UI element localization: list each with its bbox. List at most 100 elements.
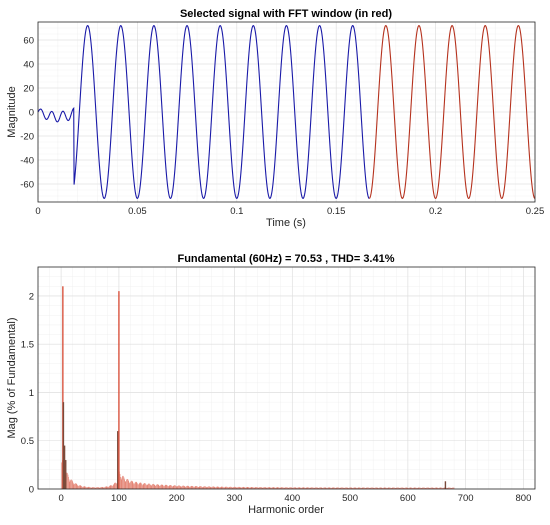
harmonic-bar <box>245 487 246 489</box>
harmonic-bar <box>196 486 198 489</box>
harmonic-bar <box>337 487 338 489</box>
harmonic-bar <box>352 487 354 489</box>
harmonic-bar <box>237 487 239 489</box>
harmonic-bar <box>189 486 190 489</box>
harmonic-bar <box>415 487 417 489</box>
harmonic-bar <box>346 487 348 489</box>
harmonic-bar <box>414 487 416 489</box>
harmonic-bar <box>275 487 277 489</box>
harmonic-bar <box>341 487 343 489</box>
bottom-x-tick-label: 600 <box>400 493 416 504</box>
harmonic-bar <box>355 487 357 489</box>
harmonic-bar <box>125 481 126 489</box>
harmonic-bar <box>415 487 416 489</box>
harmonic-bar <box>142 485 143 489</box>
harmonic-bar <box>398 487 400 489</box>
harmonic-bar <box>396 487 397 489</box>
harmonic-bar <box>292 487 294 489</box>
harmonic-bar <box>190 486 191 489</box>
harmonic-bar <box>61 462 62 489</box>
top-y-tick-label: -60 <box>20 180 34 191</box>
harmonic-bar <box>367 487 368 489</box>
harmonic-bar <box>215 487 216 489</box>
harmonic-bar <box>197 486 198 489</box>
harmonic-bar <box>440 487 442 489</box>
harmonic-bar <box>252 487 254 489</box>
harmonic-bar <box>313 487 314 489</box>
harmonic-bar <box>298 487 299 489</box>
harmonic-bar <box>104 486 106 489</box>
harmonic-bar <box>272 487 274 489</box>
harmonic-bar <box>435 487 436 489</box>
harmonic-bar <box>439 487 441 489</box>
harmonic-bar <box>140 482 141 489</box>
harmonic-bar <box>125 481 127 489</box>
top-y-tick-label: -40 <box>20 156 34 167</box>
harmonic-bar <box>232 487 234 489</box>
harmonic-bar <box>244 487 246 489</box>
harmonic-bar <box>120 479 122 489</box>
harmonic-bar <box>268 487 270 489</box>
harmonic-bar <box>229 487 230 489</box>
harmonic-bar <box>101 486 103 489</box>
harmonic-bar <box>449 487 450 489</box>
harmonic-bar <box>425 488 427 489</box>
harmonic-bar <box>396 487 398 489</box>
harmonic-bar <box>370 487 371 489</box>
harmonic-bar <box>364 487 366 489</box>
harmonic-bar <box>446 487 447 489</box>
harmonic-bar <box>348 487 350 489</box>
harmonic-bar <box>191 485 192 489</box>
harmonic-bar <box>139 482 140 489</box>
harmonic-bar <box>100 487 102 489</box>
harmonic-bar <box>401 487 403 489</box>
bottom-x-tick-label: 700 <box>458 493 474 504</box>
harmonic-bar <box>90 487 91 489</box>
harmonic-bar <box>340 487 342 489</box>
harmonic-bar <box>133 484 135 489</box>
signal-series-line <box>37 24 370 200</box>
harmonic-bar <box>235 487 236 489</box>
harmonic-bar <box>325 487 327 489</box>
harmonic-bar <box>231 487 233 489</box>
harmonic-bar <box>360 487 362 489</box>
harmonic-bar <box>338 487 340 489</box>
harmonic-bar <box>79 485 81 489</box>
harmonic-bar <box>134 482 136 489</box>
harmonic-bar <box>377 487 379 489</box>
harmonic-bar <box>146 485 148 489</box>
harmonic-bar <box>348 488 349 489</box>
harmonic-bar <box>109 485 111 489</box>
harmonic-bar <box>102 487 103 489</box>
harmonic-bar <box>403 487 405 489</box>
harmonic-bar <box>97 487 98 489</box>
harmonic-bar <box>166 485 168 489</box>
harmonic-bar <box>301 487 303 489</box>
harmonic-bar <box>128 480 129 489</box>
harmonic-bar <box>248 487 249 489</box>
harmonic-bar <box>183 485 185 489</box>
harmonic-bar <box>323 487 324 489</box>
harmonic-bar <box>227 487 228 489</box>
top-x-tick-label: 0 <box>35 206 40 217</box>
harmonic-bar <box>171 485 172 489</box>
harmonic-bar <box>442 488 443 489</box>
harmonic-bar <box>317 487 318 489</box>
harmonic-bar <box>192 486 194 489</box>
harmonic-bar <box>242 486 244 489</box>
harmonic-bar <box>392 487 394 489</box>
harmonic-bar <box>392 487 393 489</box>
harmonic-bar <box>123 476 124 489</box>
harmonic-bar <box>287 487 288 489</box>
harmonic-bar <box>159 485 160 489</box>
harmonic-bar <box>197 487 199 489</box>
harmonic-bar <box>423 487 424 489</box>
harmonic-bar <box>257 487 258 489</box>
harmonic-bar <box>241 487 243 489</box>
harmonic-bar <box>180 486 181 489</box>
bottom-y-tick-label: 0 <box>29 485 34 496</box>
harmonic-bar <box>379 487 381 489</box>
bottom-x-tick-label: 100 <box>111 493 127 504</box>
harmonic-bar <box>399 488 401 489</box>
harmonic-bar <box>393 487 395 489</box>
